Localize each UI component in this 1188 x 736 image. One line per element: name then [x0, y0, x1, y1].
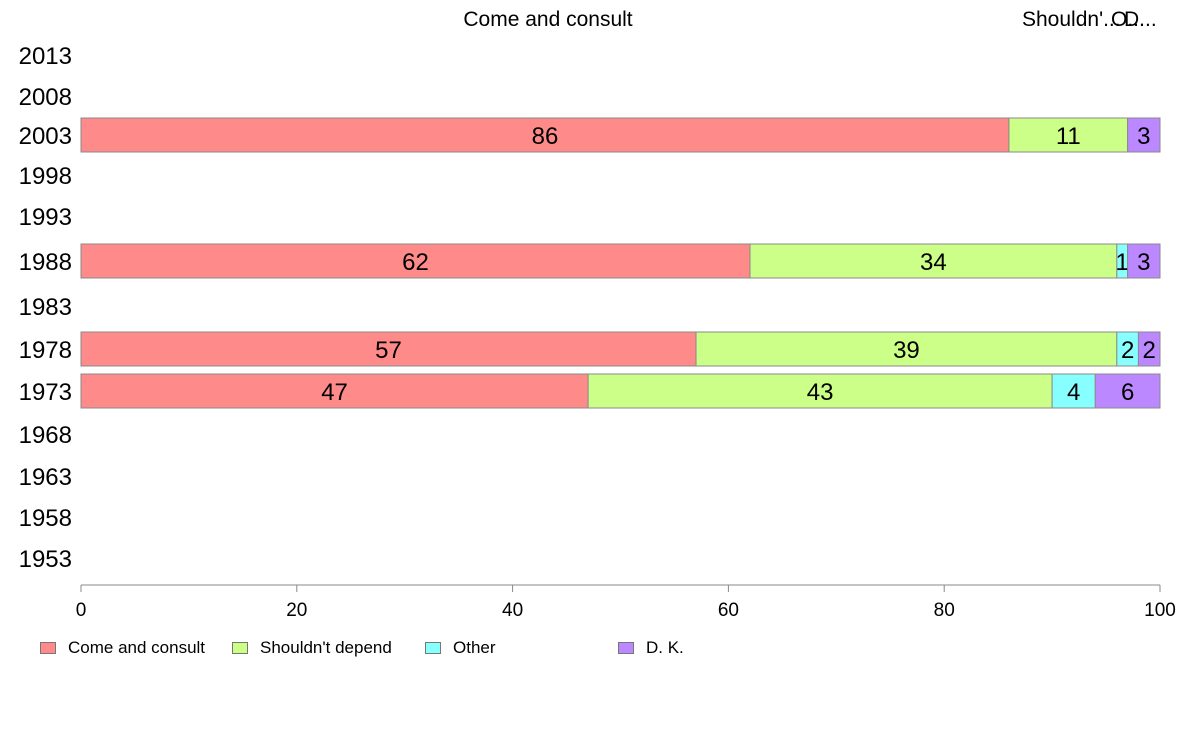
- data-label-come-and-consult-1978: 57: [375, 337, 402, 364]
- data-label-d-k-2003: 3: [1137, 123, 1150, 150]
- category-label-1998: 1998: [19, 163, 72, 190]
- data-label-come-and-consult-2003: 86: [532, 123, 559, 150]
- legend-swatch-come-and-consult: [40, 642, 56, 654]
- bar-other-1973: [1051, 373, 1096, 409]
- legend-item-shouldnt-depend: Shouldn't depend: [232, 638, 392, 658]
- category-label-1983: 1983: [19, 294, 72, 321]
- bar-come-and-consult-2003: [80, 117, 1010, 153]
- data-label-d-k-1973: 6: [1121, 379, 1134, 406]
- bar-shouldn-t-depend-1973: [587, 373, 1053, 409]
- legend-label-shouldnt-depend: Shouldn't depend: [260, 638, 392, 657]
- category-label-1968: 1968: [19, 422, 72, 449]
- category-label-1953: 1953: [19, 546, 72, 573]
- data-label-d-k-1988: 3: [1137, 249, 1150, 276]
- bar-come-and-consult-1978: [80, 331, 697, 367]
- category-label-1993: 1993: [19, 204, 72, 231]
- bar-d-k-1988: [1127, 243, 1161, 279]
- top-label-2: O...: [1111, 8, 1145, 31]
- stacked-bar-chart: 2013200820031998199319881983197819731968…: [19, 8, 1176, 621]
- category-label-1988: 1988: [19, 249, 72, 276]
- legend-item-come-and-consult: Come and consult: [40, 638, 205, 658]
- data-label-shouldn-t-depend-2003: 11: [1056, 123, 1081, 150]
- data-label-come-and-consult-1988: 62: [402, 249, 429, 276]
- bar-shouldn-t-depend-1978: [695, 331, 1118, 367]
- data-label-come-and-consult-1973: 47: [321, 379, 348, 406]
- x-tick-label-80: 80: [934, 600, 955, 621]
- x-tick-label-100: 100: [1144, 600, 1176, 621]
- category-label-1973: 1973: [19, 379, 72, 406]
- bar-shouldn-t-depend-2003: [1008, 117, 1129, 153]
- data-label-shouldn-t-depend-1988: 34: [920, 249, 947, 276]
- legend-label-dk: D. K.: [646, 638, 684, 657]
- data-label-d-k-1978: 2: [1143, 337, 1156, 364]
- data-label-other-1988: 1: [1116, 249, 1129, 276]
- bar-d-k-1973: [1094, 373, 1161, 409]
- category-label-2008: 2008: [19, 84, 72, 111]
- legend-swatch-dk: [618, 642, 634, 654]
- top-label-3: D...: [1124, 8, 1157, 31]
- x-tick-label-40: 40: [502, 600, 523, 621]
- legend-label-other: Other: [453, 638, 496, 657]
- category-label-1978: 1978: [19, 337, 72, 364]
- bar-d-k-2003: [1127, 117, 1161, 153]
- category-label-1963: 1963: [19, 464, 72, 491]
- legend-swatch-shouldnt-depend: [232, 642, 248, 654]
- x-tick-label-60: 60: [718, 600, 739, 621]
- bar-shouldn-t-depend-1988: [749, 243, 1118, 279]
- bar-d-k-1978: [1137, 331, 1161, 367]
- category-label-2013: 2013: [19, 43, 72, 70]
- data-label-shouldn-t-depend-1978: 39: [893, 337, 920, 364]
- data-label-shouldn-t-depend-1973: 43: [807, 379, 834, 406]
- top-label-1: Shouldn'...: [1022, 8, 1121, 31]
- data-label-other-1978: 2: [1121, 337, 1134, 364]
- category-label-1958: 1958: [19, 505, 72, 532]
- chart-legend: Come and consult Shouldn't depend Other …: [40, 638, 1160, 660]
- bar-come-and-consult-1988: [80, 243, 751, 279]
- legend-item-dk: D. K.: [618, 638, 684, 658]
- data-label-other-1973: 4: [1067, 379, 1080, 406]
- legend-swatch-other: [425, 642, 441, 654]
- x-tick-label-20: 20: [286, 600, 307, 621]
- x-tick-label-0: 0: [76, 600, 87, 621]
- legend-label-come-and-consult: Come and consult: [68, 638, 206, 657]
- top-label-0: Come and consult: [463, 8, 632, 31]
- category-label-2003: 2003: [19, 123, 72, 150]
- legend-item-other: Other: [425, 638, 496, 658]
